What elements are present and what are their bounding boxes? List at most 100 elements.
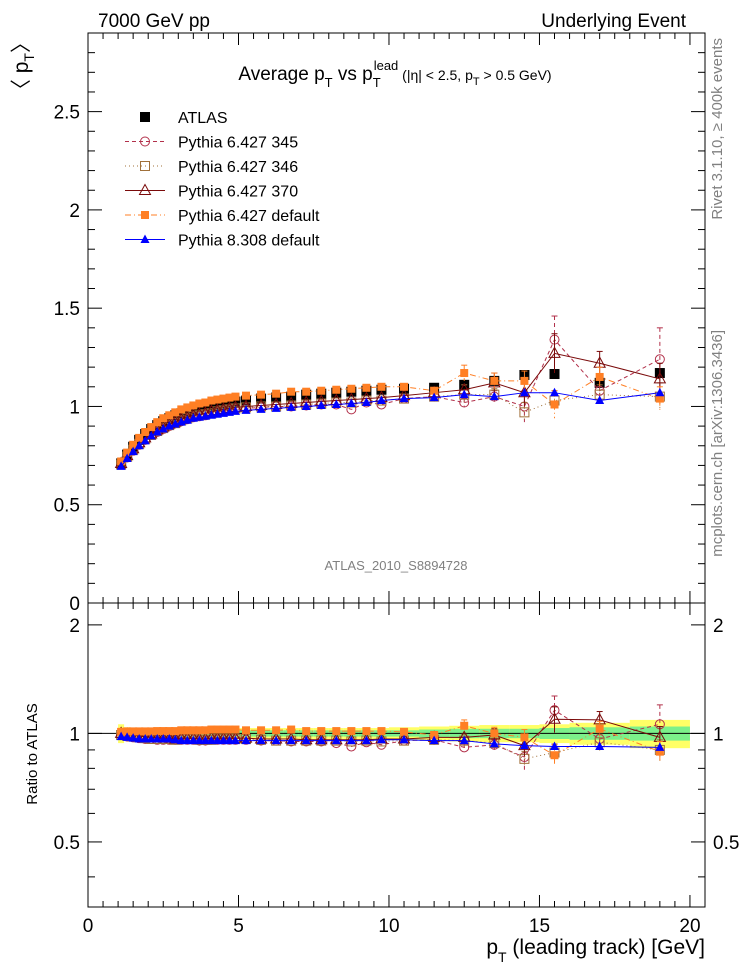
ratio-point-p6def [219,725,228,734]
main-point-p8def [519,387,529,397]
ratio-point-p8def [134,733,144,743]
main-point-p6def [242,391,251,400]
main-point-p6def [123,448,132,457]
chart-title: Average pT vs pTlead (|η| < 2.5, pT > 0.… [238,58,551,90]
main-point-p6def [177,405,186,414]
main-point-p6def [287,387,296,396]
main-point-p8def [140,435,150,445]
main-point-p8def [116,461,126,470]
ratio-point-p6def [272,726,281,735]
ratio-point-p6def [129,727,138,736]
ratio-point-p8def [176,735,186,745]
main-point-p6def [302,387,311,396]
main-point-p6def [189,401,198,410]
main-point-p370 [653,371,667,384]
ratio-point-p8def [206,735,216,745]
main-point-p8def [134,440,144,450]
ratio-point-p8def [170,734,180,744]
ratio-point-p6def [207,725,216,734]
legend-marker-p346 [140,161,150,171]
ratio-point-p6def [460,721,469,730]
ratio-point-p6def [213,725,222,734]
ratio-point-p8def [331,735,341,745]
main-point-p6def [135,433,144,442]
ratio-point-p8def [459,735,469,745]
ratio-point-p6def [153,727,162,736]
ratio-point-p8def [128,733,138,742]
ratio-point-p8def [376,734,386,744]
ratio-point-p6def [257,726,266,735]
ratio-point-p6def [347,727,356,736]
x-tick-label: 20 [679,916,700,937]
legend-label-atlas: ATLAS [178,110,228,127]
main-point-p6def [257,390,266,399]
main-point-p6def [332,385,341,394]
main-point-p8def [489,391,499,401]
main-point-p8def [146,430,156,440]
x-tick-label: 5 [233,916,244,937]
main-point-p6def [362,383,371,392]
ratio-line-p6def [121,725,661,756]
ratio-point-p6def [183,726,192,735]
ratio-y-tick-label-right: 0.5 [713,833,739,854]
main-point-p8def [595,395,605,405]
ratio-point-p6def [302,727,311,736]
ratio-point-p8def [122,732,132,741]
main-point-p6def [430,386,439,395]
ratio-y-tick-label: 0.5 [54,833,80,854]
main-point-p8def [158,424,168,433]
header-right: Underlying Event [541,11,686,32]
main-point-p8def [655,387,665,397]
main-point-p6def [195,399,204,408]
ratio-point-p370 [518,738,531,751]
ratio-point-p6def [171,727,180,736]
ratio-point-p6def [165,727,174,736]
main-point-p6def [550,400,559,409]
ratio-point-p6def [201,726,210,735]
ratio-point-p8def [655,742,665,751]
main-point-p8def [271,403,281,412]
legend-marker-atlas [140,112,150,122]
ratio-point-p8def [218,735,228,745]
ratio-point-p8def [146,733,156,743]
rivet-label: Rivet 3.1.10, ≥ 400k events [709,38,726,220]
ratio-point-p8def [158,733,168,743]
ratio-point-p8def [271,735,281,745]
main-point-p6def [520,376,529,385]
main-point-p8def [286,402,296,411]
ratio-point-p6def [159,727,168,736]
ratio-point-p8def [241,735,251,745]
main-point-p8def [361,397,371,407]
main-point-p6def [129,440,138,449]
main-y-tick-label: 1 [69,397,80,418]
ratio-panel-layer [88,695,705,771]
header-left: 7000 GeV pp [98,11,210,32]
main-point-p6def [153,418,162,427]
ratio-point-p8def [550,741,560,750]
ratio-point-p6def [242,726,251,735]
main-point-p6def [400,382,409,391]
mcplots-label: mcplots.cern.ch [arXiv:1306.3436] [709,330,726,557]
main-y-tick-label: 0.5 [54,496,80,517]
legend-marker-p6def [141,211,149,219]
ratio-point-p8def [429,735,439,745]
ratio-point-p6def [550,751,559,760]
main-data-layer [114,315,667,470]
ratio-point-p8def [346,735,356,745]
main-point-p6def [147,423,156,432]
main-ylabel: 〈 pT〉 [10,32,37,100]
ratio-point-p6def [123,727,132,736]
main-point-p8def [429,392,439,402]
main-point-p370 [548,346,561,358]
x-tick-label: 15 [529,916,550,937]
ratio-frame [87,602,706,908]
main-point-p6def [171,408,180,417]
legend-label-p345: Pythia 6.427 345 [178,135,298,152]
ratio-point-p346 [256,734,267,745]
main-point-p8def [122,453,132,463]
main-point-p6def [159,414,168,423]
ratio-point-p8def [224,735,234,745]
x-tick-label: 10 [378,916,399,937]
main-point-p6def [165,411,174,420]
